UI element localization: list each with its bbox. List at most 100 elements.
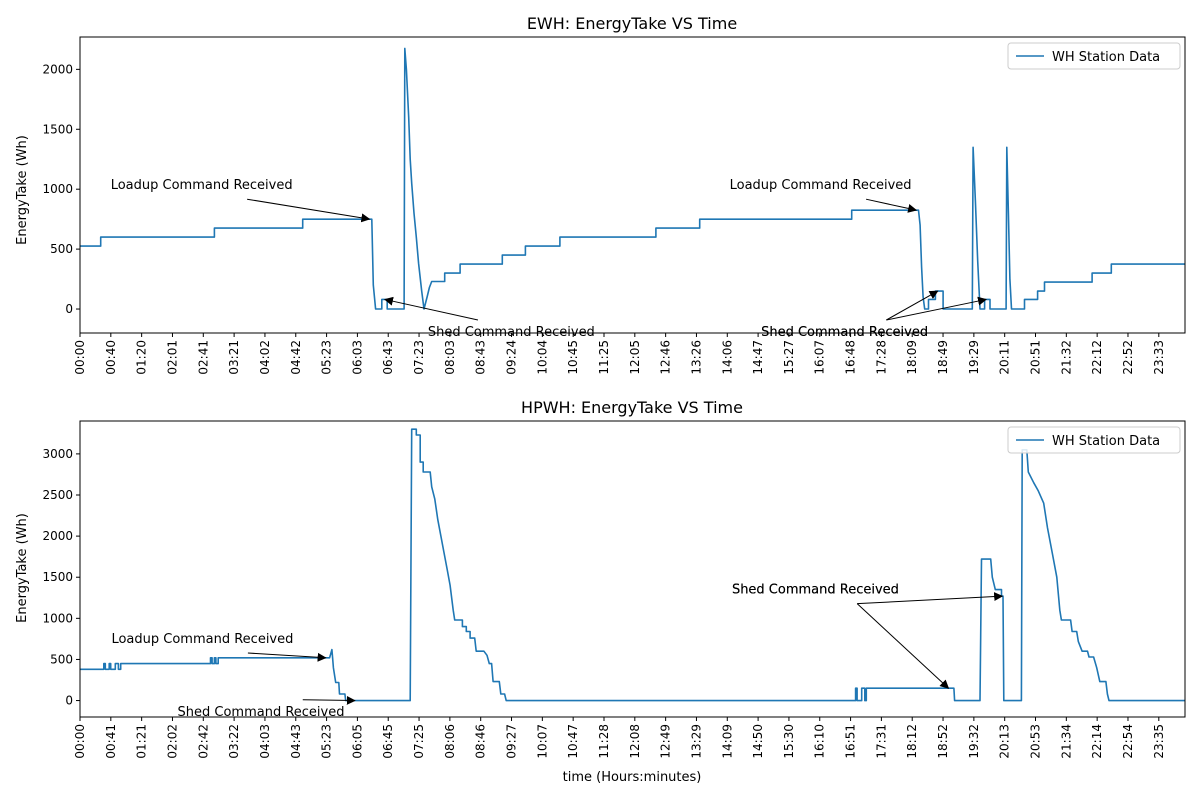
y-tick-label: 500 bbox=[50, 652, 73, 666]
x-tick-label: 02:42 bbox=[196, 724, 210, 759]
annotation-arrow bbox=[247, 652, 327, 662]
x-tick-label: 17:31 bbox=[874, 724, 888, 759]
x-tick-label: 04:03 bbox=[258, 724, 272, 759]
x-tick-label: 18:12 bbox=[905, 724, 919, 759]
x-tick-label: 12:08 bbox=[628, 724, 642, 759]
x-tick-label: 14:06 bbox=[720, 340, 734, 375]
x-tick-label: 00:41 bbox=[104, 724, 118, 759]
x-tick-label: 12:05 bbox=[628, 340, 642, 375]
x-tick-label: 06:43 bbox=[381, 340, 395, 375]
x-tick-label: 23:33 bbox=[1152, 340, 1166, 375]
x-tick-label: 15:30 bbox=[782, 724, 796, 759]
x-tick-label: 13:26 bbox=[689, 340, 703, 375]
x-axis-label: time (Hours:minutes) bbox=[563, 770, 702, 785]
annotation-text: Shed Command Received bbox=[178, 705, 345, 720]
legend-box bbox=[1007, 426, 1181, 454]
x-tick-label: 22:54 bbox=[1121, 724, 1135, 759]
y-tick-label: 2000 bbox=[42, 62, 73, 76]
y-tick-label: 1000 bbox=[42, 182, 73, 196]
x-tick-label: 11:28 bbox=[597, 724, 611, 759]
x-tick-label: 09:27 bbox=[505, 724, 519, 759]
x-tick-label: 01:21 bbox=[135, 724, 149, 759]
x-tick-label: 11:25 bbox=[597, 340, 611, 375]
annotation-arrow bbox=[886, 296, 987, 321]
x-tick-label: 20:13 bbox=[998, 724, 1012, 759]
legend-label: WH Station Data bbox=[1052, 50, 1160, 65]
y-tick-label: 3000 bbox=[42, 447, 73, 461]
x-tick-label: 08:06 bbox=[443, 724, 457, 759]
x-tick-label: 02:02 bbox=[165, 724, 179, 759]
y-tick-label: 500 bbox=[50, 242, 73, 256]
x-tick-label: 17:28 bbox=[874, 340, 888, 375]
annotation-arrow bbox=[302, 695, 356, 705]
x-tick-label: 16:48 bbox=[844, 340, 858, 375]
x-tick-label: 20:11 bbox=[998, 340, 1012, 375]
x-tick-label: 00:40 bbox=[104, 340, 118, 375]
x-tick-label: 00:00 bbox=[73, 724, 87, 759]
x-tick-label: 10:04 bbox=[535, 340, 549, 375]
x-tick-label: 03:22 bbox=[227, 724, 241, 759]
chart-hpwh: HPWH: EnergyTake VS Time EnergyTake (Wh)… bbox=[15, 398, 1186, 785]
x-tick-label: 09:24 bbox=[505, 340, 519, 375]
annotation-arrow bbox=[865, 198, 918, 213]
x-tick-label: 10:45 bbox=[566, 340, 580, 375]
annotation-text: Loadup Command Received bbox=[111, 632, 293, 647]
x-tick-label: 13:29 bbox=[689, 724, 703, 759]
x-tick-label: 07:25 bbox=[412, 724, 426, 759]
legend: WH Station Data bbox=[1007, 426, 1181, 454]
x-tick-label: 23:35 bbox=[1152, 724, 1166, 759]
x-tick-label: 08:46 bbox=[474, 724, 488, 759]
x-tick-label: 21:34 bbox=[1059, 724, 1073, 759]
x-tick-label: 14:09 bbox=[720, 724, 734, 759]
x-tick-label: 06:03 bbox=[350, 340, 364, 375]
legend: WH Station Data bbox=[1007, 42, 1181, 70]
y-tick-label: 2000 bbox=[42, 529, 73, 543]
annotation-text: Shed Command Received bbox=[428, 325, 595, 340]
plot-area bbox=[79, 420, 1186, 718]
x-tick-label: 08:03 bbox=[443, 340, 457, 375]
x-tick-label: 12:46 bbox=[659, 340, 673, 375]
annotation-text: Shed Command Received bbox=[761, 325, 928, 340]
chart-ewh: EWH: EnergyTake VS Time EnergyTake (Wh) … bbox=[15, 14, 1186, 375]
annotation-arrow bbox=[383, 296, 479, 321]
x-tick-label: 03:21 bbox=[227, 340, 241, 375]
chart-title: HPWH: EnergyTake VS Time bbox=[521, 398, 743, 417]
x-tick-label: 21:32 bbox=[1059, 340, 1073, 375]
x-tick-label: 18:09 bbox=[905, 340, 919, 375]
y-axis-label: EnergyTake (Wh) bbox=[15, 513, 30, 623]
x-tick-label: 16:51 bbox=[844, 724, 858, 759]
x-tick-label: 05:23 bbox=[320, 340, 334, 375]
x-tick-label: 06:45 bbox=[381, 724, 395, 759]
x-tick-label: 10:07 bbox=[535, 724, 549, 759]
annotation-text: Loadup Command Received bbox=[730, 178, 912, 193]
y-tick-label: 2500 bbox=[42, 488, 73, 502]
y-tick-label: 1500 bbox=[42, 122, 73, 136]
annotation-text: Shed Command Received bbox=[732, 583, 899, 598]
x-tick-label: 04:42 bbox=[289, 340, 303, 375]
chart-title: EWH: EnergyTake VS Time bbox=[527, 14, 737, 33]
x-tick-label: 16:07 bbox=[813, 340, 827, 375]
y-axis-label: EnergyTake (Wh) bbox=[15, 135, 30, 245]
annotation-text: Loadup Command Received bbox=[111, 178, 293, 193]
x-tick-label: 18:49 bbox=[936, 340, 950, 375]
x-tick-label: 22:14 bbox=[1090, 724, 1104, 759]
x-tick-label: 14:50 bbox=[751, 724, 765, 759]
y-tick-label: 1500 bbox=[42, 570, 73, 584]
annotation-text: Shed Command Received bbox=[761, 325, 928, 340]
legend-box bbox=[1007, 42, 1181, 70]
x-tick-label: 22:52 bbox=[1121, 340, 1135, 375]
x-tick-label: 20:53 bbox=[1029, 724, 1043, 759]
annotation-text: Shed Command Received bbox=[732, 583, 899, 598]
x-tick-label: 06:05 bbox=[350, 724, 364, 759]
x-tick-label: 02:41 bbox=[196, 340, 210, 375]
y-tick-label: 1000 bbox=[42, 611, 73, 625]
x-tick-label: 07:23 bbox=[412, 340, 426, 375]
annotation-arrow bbox=[247, 198, 371, 223]
annotation-arrow bbox=[886, 290, 939, 321]
x-tick-label: 02:01 bbox=[165, 340, 179, 375]
x-tick-label: 04:43 bbox=[289, 724, 303, 759]
annotation-arrow bbox=[856, 603, 950, 689]
x-tick-label: 16:10 bbox=[813, 724, 827, 759]
x-tick-label: 01:20 bbox=[135, 340, 149, 375]
